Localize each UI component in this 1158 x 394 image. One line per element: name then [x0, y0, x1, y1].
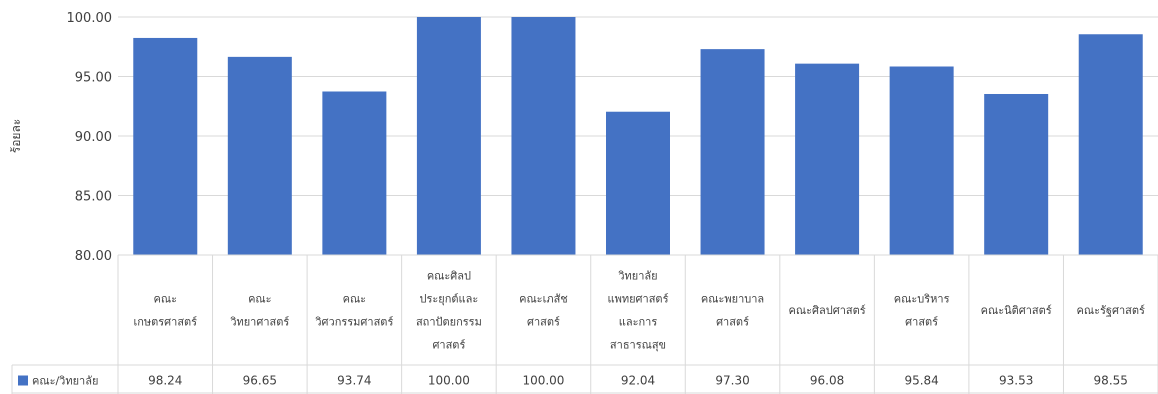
- category-label-line: คณะนิติศาสตร์: [981, 304, 1052, 317]
- y-tick-label: 85.00: [75, 190, 112, 205]
- bar: [227, 56, 292, 255]
- legend-label: คณะ/วิทยาลัย: [32, 375, 98, 388]
- category-label: คณะวิทยาศาสตร์: [230, 293, 290, 329]
- category-label: คณะศิลปประยุกต์และสถาปัตยกรรมศาสตร์: [416, 270, 482, 352]
- category-label-line: วิทยาศาสตร์: [230, 316, 290, 329]
- data-label: 100.00: [522, 374, 564, 388]
- category-label: คณะเกษตรศาสตร์: [133, 293, 197, 329]
- category-label-line: ศาสตร์: [432, 339, 465, 352]
- category-label-line: คณะ: [154, 293, 177, 306]
- category-label-line: แพทยศาสตร์: [608, 293, 669, 306]
- category-label-line: คณะ: [343, 293, 366, 306]
- bar: [700, 49, 765, 255]
- data-label: 96.65: [243, 374, 277, 388]
- bar: [795, 63, 860, 256]
- category-label: คณะบริหารศาสตร์: [894, 293, 950, 329]
- category-label-line: สถาปัตยกรรม: [416, 316, 482, 329]
- data-label: 93.53: [999, 374, 1033, 388]
- bar: [984, 93, 1049, 255]
- bar: [416, 17, 481, 255]
- y-tick-label: 90.00: [75, 130, 112, 145]
- category-label-line: เกษตรศาสตร์: [133, 316, 197, 329]
- category-label: คณะเภสัชศาสตร์: [519, 293, 568, 329]
- category-label-line: วิทยาลัย: [618, 270, 658, 283]
- category-label-line: คณะเภสัช: [519, 293, 568, 306]
- y-axis-label: ร้อยละ: [9, 119, 23, 153]
- category-label: คณะพยาบาลศาสตร์: [701, 293, 764, 329]
- category-label-line: คณะรัฐศาสตร์: [1077, 304, 1145, 317]
- category-label-line: คณะพยาบาล: [701, 293, 764, 306]
- y-tick-label: 95.00: [75, 71, 112, 86]
- category-label-line: และการ: [619, 316, 658, 329]
- bar: [1078, 34, 1143, 255]
- category-label: คณะศิลปศาสตร์: [789, 304, 866, 317]
- category-label-line: วิศวกรรมศาสตร์: [315, 316, 394, 329]
- y-tick-label: 100.00: [67, 11, 113, 26]
- category-label: คณะนิติศาสตร์: [981, 304, 1052, 317]
- category-label: คณะวิศวกรรมศาสตร์: [315, 293, 394, 329]
- data-table: คณะเกษตรศาสตร์คณะวิทยาศาสตร์คณะวิศวกรรมศ…: [11, 254, 1158, 394]
- category-label-line: ศาสตร์: [905, 316, 938, 329]
- category-label-line: ศาสตร์: [716, 316, 749, 329]
- bar: [889, 66, 954, 255]
- y-tick-label: 80.00: [75, 249, 112, 264]
- bars: [133, 17, 1143, 256]
- category-label-line: คณะศิลปศาสตร์: [789, 304, 866, 317]
- data-label: 95.84: [904, 374, 938, 388]
- data-label: 98.24: [148, 374, 182, 388]
- data-label: 92.04: [621, 374, 655, 388]
- category-label: คณะรัฐศาสตร์: [1077, 304, 1145, 317]
- category-label-line: ศาสตร์: [527, 316, 560, 329]
- category-label-line: คณะบริหาร: [894, 293, 950, 306]
- data-label: 100.00: [428, 374, 470, 388]
- bar: [511, 17, 576, 255]
- data-label: 93.74: [337, 374, 371, 388]
- bar: [606, 111, 670, 255]
- data-label: 97.30: [715, 374, 749, 388]
- bar: [133, 37, 198, 255]
- legend-swatch: [18, 375, 28, 386]
- data-label: 98.55: [1094, 374, 1128, 388]
- category-label: วิทยาลัยแพทยศาสตร์และการสาธารณสุข: [608, 270, 669, 352]
- category-label-line: คณะ: [248, 293, 271, 306]
- bar: [322, 91, 387, 255]
- data-label: 96.08: [810, 374, 844, 388]
- y-axis-ticks: 80.00 85.00 90.00 95.00 100.00: [67, 11, 113, 264]
- category-label-line: สาธารณสุข: [610, 339, 666, 352]
- category-label-line: คณะศิลป: [427, 270, 471, 283]
- category-label-line: ประยุกต์และ: [420, 293, 479, 306]
